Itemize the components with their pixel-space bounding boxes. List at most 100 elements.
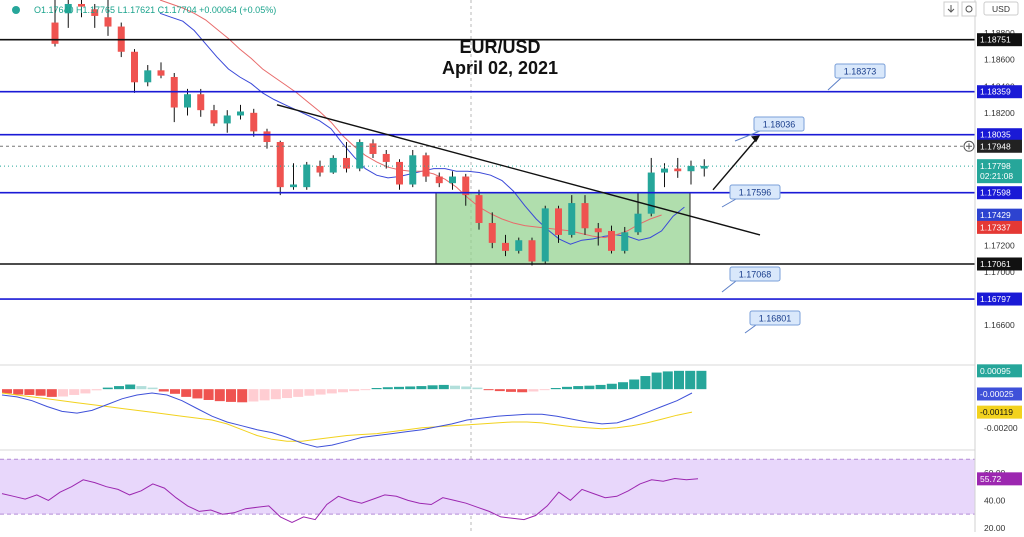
macd-histogram-bar: [326, 389, 337, 394]
candle: [51, 0, 59, 47]
macd-histogram-bar: [46, 389, 57, 397]
candle-body: [488, 222, 496, 243]
symbol-status-icon: [12, 6, 20, 14]
candle: [91, 3, 99, 28]
rsi-tick-label: 40.00: [984, 495, 1006, 505]
rsi-value-tag-text: 55.72: [980, 474, 1002, 484]
candle-body: [409, 155, 417, 185]
candle: [634, 192, 642, 235]
countdown-text: 02:21:08: [980, 171, 1013, 181]
price-callout-box: [753, 116, 805, 132]
level-price-tag-text: 1.16797: [980, 294, 1011, 304]
macd-histogram-bar: [685, 370, 696, 390]
macd-histogram-bar: [483, 389, 494, 391]
candle: [303, 161, 311, 190]
macd-histogram-bar: [259, 389, 270, 401]
macd-histogram-bar: [147, 387, 158, 390]
candle-body: [581, 203, 589, 229]
candle: [475, 189, 483, 230]
scroll-down-icon[interactable]: [943, 1, 959, 17]
candle-body: [303, 164, 311, 188]
level-price-tag: 1.17598: [977, 186, 1022, 200]
macd-histogram-bar: [170, 389, 180, 394]
candle: [237, 104, 244, 120]
macd-histogram-bar: [24, 389, 35, 395]
rsi-value-tag: 55.72: [977, 472, 1022, 486]
macd-value-tag: -0.00025: [977, 387, 1022, 401]
candle: [144, 65, 152, 87]
macd-histogram-bar: [651, 372, 662, 390]
price-tick-label: 1.18600: [984, 55, 1015, 65]
level-price-tag-box: [977, 292, 1022, 306]
candle: [541, 205, 549, 265]
candle-body: [700, 165, 708, 169]
candle: [674, 157, 682, 178]
price-tick-label: 1.18200: [984, 108, 1015, 118]
candle: [435, 172, 443, 188]
annotation-layer: 1.18373 1.18036 1.17596 1.17068 1.16801: [276, 63, 886, 334]
candle-body: [475, 195, 483, 223]
candle-body: [237, 111, 244, 116]
candle-body: [541, 208, 549, 262]
level-price-tag-box: [977, 128, 1022, 142]
macd-histogram-bar: [304, 389, 315, 396]
macd-histogram-bar: [461, 386, 472, 390]
candle-body: [343, 157, 350, 169]
macd-histogram-bar: [91, 389, 102, 391]
chart-header: O1.17640 H1.17765 L1.17621 C1.17704 +0.0…: [12, 1, 1019, 17]
add-alert-icon[interactable]: [963, 140, 975, 152]
macd-histogram-bar: [629, 379, 640, 390]
macd-histogram-bar: [158, 389, 169, 392]
price-tick-label: 1.16600: [984, 320, 1015, 330]
candle-body: [104, 17, 112, 27]
level-price-tag-box: [977, 85, 1022, 99]
candle: [78, 0, 85, 18]
price-axis[interactable]: 1.188001.186001.184001.182001.180001.178…: [963, 0, 1024, 533]
currency-badge[interactable]: [983, 1, 1019, 16]
candle-body: [568, 203, 576, 235]
macd-histogram-bar: [125, 384, 136, 390]
price-tag-text: 1.17429: [980, 210, 1011, 220]
macd-value-tag-text: -0.00119: [980, 407, 1013, 417]
macd-histogram-bar: [494, 389, 505, 392]
rsi-line: [1, 477, 699, 523]
level-price-tag-text: 1.18751: [980, 35, 1011, 45]
macd-histogram-bar: [550, 388, 561, 390]
macd-signal-line: [1, 392, 693, 442]
candle: [449, 171, 456, 190]
macd-histogram-bar: [2, 389, 12, 394]
macd-tick-label: -0.00200: [984, 423, 1018, 433]
candle-body: [555, 208, 562, 235]
macd-histogram-bar: [528, 389, 539, 392]
price-callout-label: 1.18373: [844, 67, 877, 77]
candle-body: [422, 155, 430, 177]
macd-value-tag-text: -0.00025: [980, 389, 1014, 399]
candle: [488, 212, 496, 249]
price-tag-text: 1.17948: [980, 141, 1011, 151]
level-price-tag: 1.16797: [977, 292, 1022, 306]
macd-histogram-bar: [102, 387, 113, 390]
settings-icon[interactable]: [961, 1, 977, 17]
candle-body: [356, 142, 364, 169]
candle: [608, 225, 615, 254]
candlestick-layer: [51, 0, 708, 266]
candle: [621, 226, 629, 254]
candle: [131, 49, 138, 93]
macd-histogram-bar: [13, 389, 24, 395]
macd-histogram-bar: [438, 384, 449, 390]
candle-body: [263, 131, 271, 143]
macd-histogram-bar: [371, 388, 382, 390]
price-callout-pointer: [721, 280, 737, 293]
macd-histogram-bar: [573, 386, 584, 390]
price-tag: 1.17337: [977, 220, 1022, 234]
candle-body: [210, 110, 218, 124]
level-price-tag-text: 1.18359: [980, 87, 1011, 97]
chart-subtitle: April 02, 2021: [442, 58, 558, 78]
candle-body: [594, 228, 602, 233]
candle-body: [316, 165, 324, 173]
macd-histogram-bar: [382, 387, 393, 390]
level-price-tag-text: 1.17061: [980, 259, 1011, 269]
candle: [223, 110, 231, 133]
